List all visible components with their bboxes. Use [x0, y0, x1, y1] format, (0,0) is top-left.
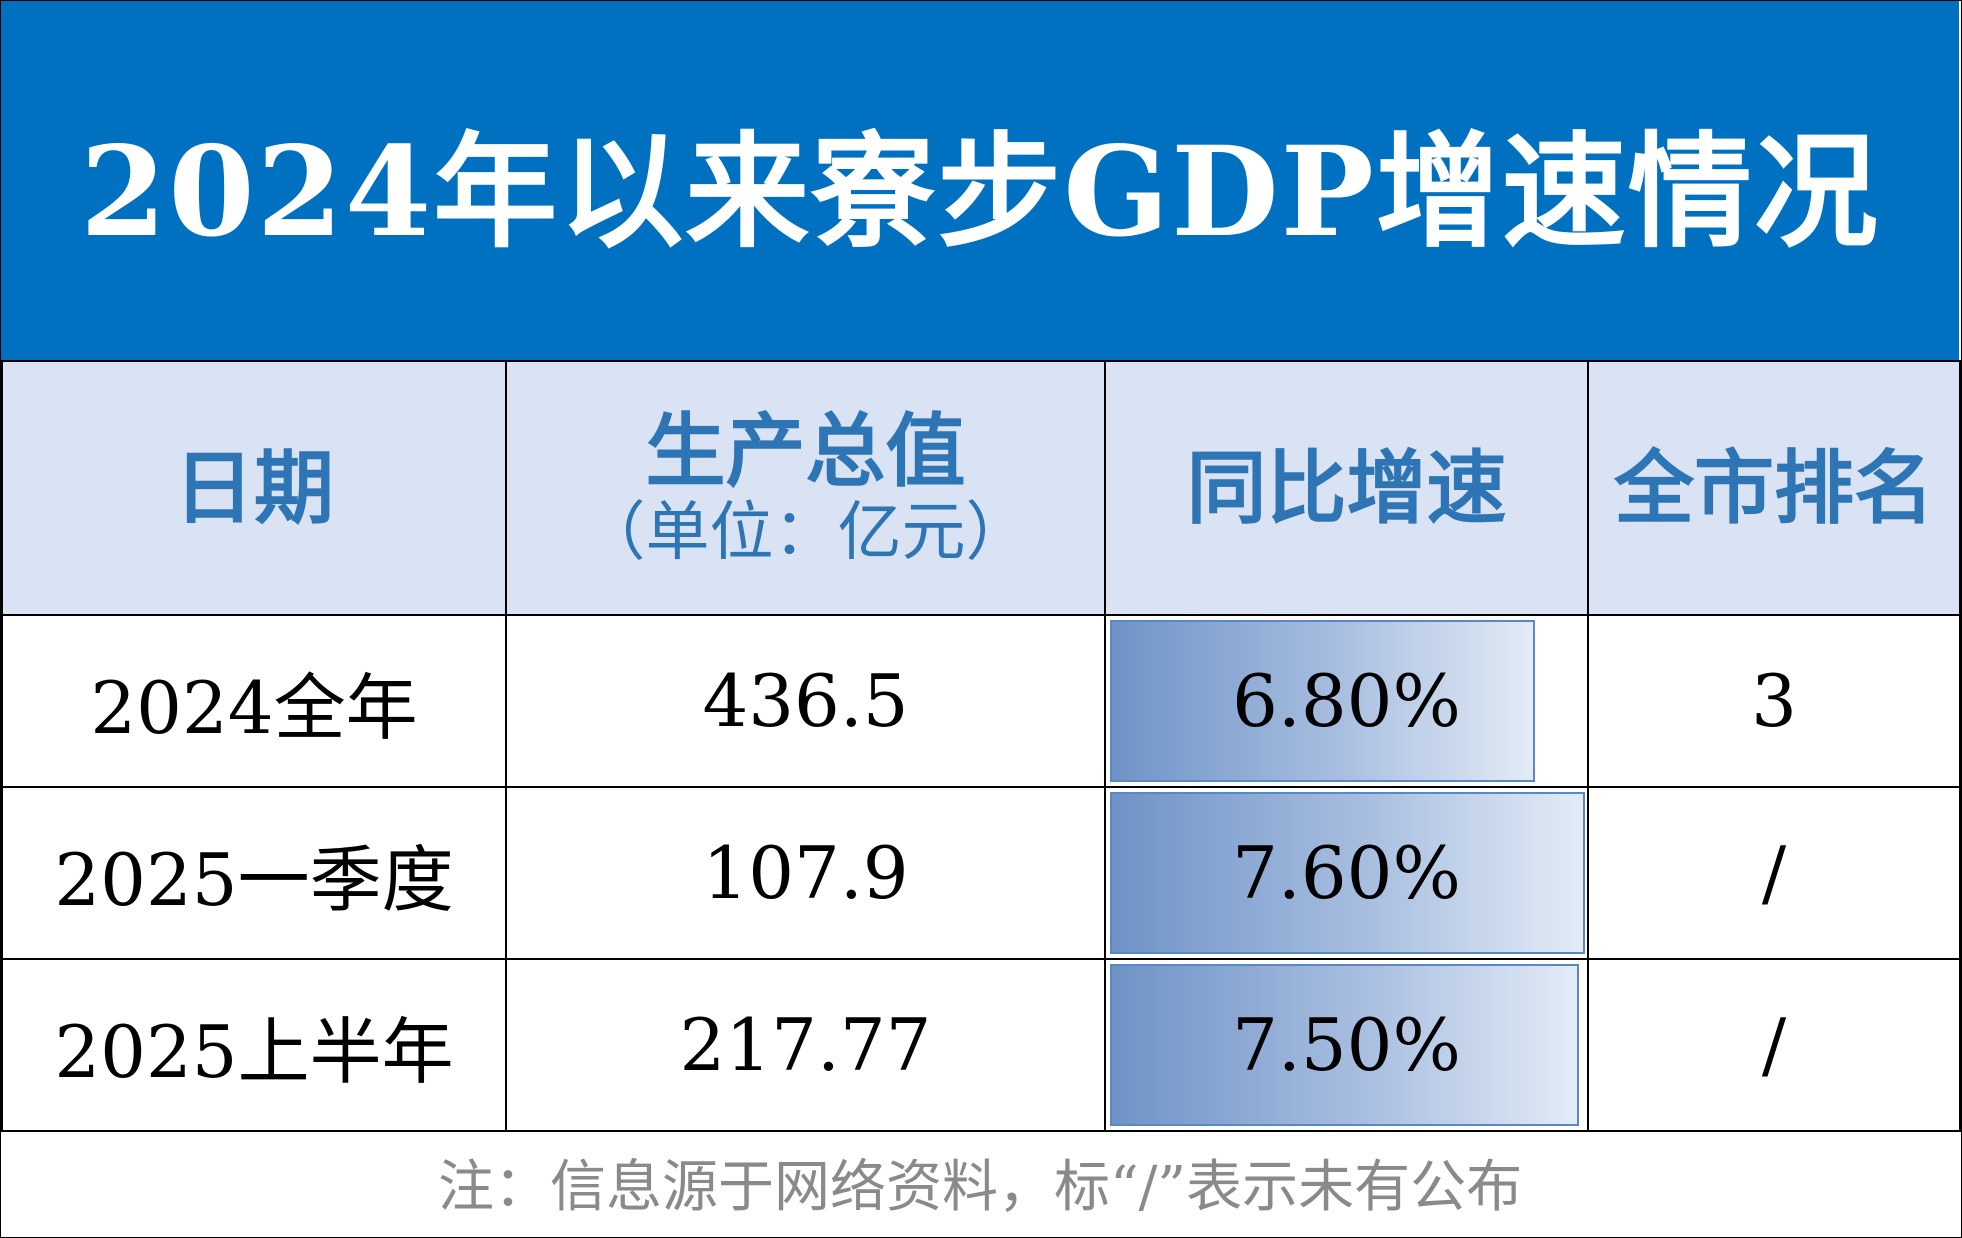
header-value: 生产总值 （单位：亿元） [505, 360, 1106, 616]
header-value-unit: （单位：亿元） [581, 496, 1030, 571]
growth-bar [1110, 792, 1585, 954]
header-date: 日期 [1, 360, 507, 616]
growth-cell: 7.60% [1104, 786, 1589, 960]
table-row: 2024全年 436.5 6.80% 3 [1, 614, 1961, 788]
rank-cell: / [1587, 786, 1961, 960]
growth-cell: 6.80% [1104, 614, 1589, 788]
header-growth: 同比增速 [1104, 360, 1589, 616]
date-cell: 2025上半年 [1, 958, 507, 1132]
gdp-table: 日期 生产总值 （单位：亿元） 同比增速 全市排名 2024全年 436.5 6… [1, 360, 1961, 1132]
growth-label: 7.50% [1232, 1003, 1461, 1087]
header-row: 日期 生产总值 （单位：亿元） 同比增速 全市排名 [1, 360, 1961, 616]
header-value-main: 生产总值 [645, 404, 966, 499]
header-rank: 全市排名 [1587, 360, 1961, 616]
table-row: 2025一季度 107.9 7.60% / [1, 786, 1961, 960]
chart-title: 2024年以来寮步GDP增速情况 [80, 119, 1880, 265]
growth-cell: 7.50% [1104, 958, 1589, 1132]
value-cell: 436.5 [505, 614, 1106, 788]
growth-label: 7.60% [1232, 831, 1461, 915]
rank-cell: / [1587, 958, 1961, 1132]
growth-label: 6.80% [1232, 659, 1461, 743]
date-cell: 2024全年 [1, 614, 507, 788]
table-row: 2025上半年 217.77 7.50% / [1, 958, 1961, 1132]
value-cell: 107.9 [505, 786, 1106, 960]
value-cell: 217.77 [505, 958, 1106, 1132]
rank-cell: 3 [1587, 614, 1961, 788]
footnote: 注：信息源于网络资料，标“/”表示未有公布 [437, 1154, 1523, 1220]
growth-bar [1110, 964, 1579, 1126]
growth-bar [1110, 620, 1535, 782]
title-banner: 2024年以来寮步GDP增速情况 [1, 1, 1959, 360]
date-cell: 2025一季度 [1, 786, 507, 960]
